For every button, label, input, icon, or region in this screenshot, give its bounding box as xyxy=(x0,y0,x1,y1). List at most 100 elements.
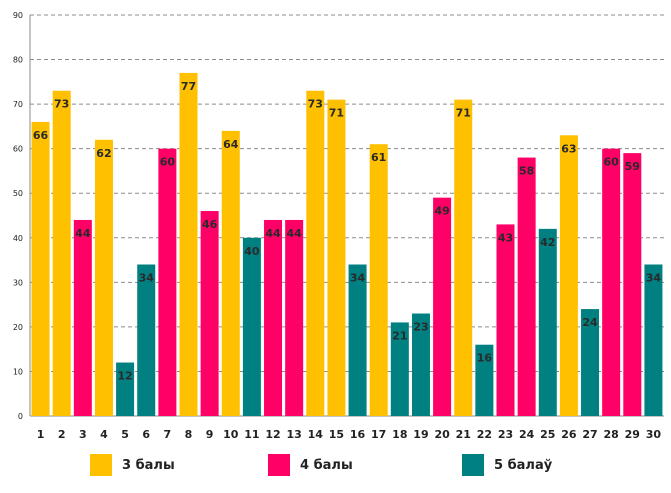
bar-29 xyxy=(623,153,642,416)
bar-2 xyxy=(52,90,71,416)
grid-lines xyxy=(30,14,664,372)
bar-17 xyxy=(369,144,388,416)
x-tick-label-2: 2 xyxy=(58,428,66,441)
x-tick-label-30: 30 xyxy=(646,428,662,441)
x-tick-label-19: 19 xyxy=(413,428,428,441)
bar-23 xyxy=(496,224,515,416)
x-tick-label-29: 29 xyxy=(625,428,640,441)
bar-12 xyxy=(264,219,283,416)
y-tick-label-50: 50 xyxy=(13,189,23,198)
legend-swatch-3-baly xyxy=(90,454,112,476)
data-label-18: 21 xyxy=(392,329,407,342)
data-label-20: 49 xyxy=(434,205,449,218)
data-label-21: 71 xyxy=(456,107,471,120)
y-tick-label-20: 20 xyxy=(13,323,23,332)
x-tick-label-20: 20 xyxy=(434,428,450,441)
data-label-1: 66 xyxy=(33,129,49,142)
x-tick-label-3: 3 xyxy=(79,428,87,441)
legend-swatch-4-baly xyxy=(268,454,290,476)
data-label-24: 58 xyxy=(519,165,534,178)
data-label-17: 61 xyxy=(371,151,386,164)
legend-label-4-baly: 4 балы xyxy=(300,457,353,473)
x-tick-label-15: 15 xyxy=(329,428,344,441)
x-tick-label-8: 8 xyxy=(185,428,193,441)
data-labels: 66 73 44 62 12 34 60 77 46 64 40 44 44 73 71 34 61 21 23 49… xyxy=(33,80,662,383)
data-label-10: 64 xyxy=(223,138,239,151)
bars xyxy=(31,72,663,417)
x-tick-label-28: 28 xyxy=(604,428,619,441)
x-tick-label-22: 22 xyxy=(477,428,492,441)
data-label-15: 71 xyxy=(329,107,344,120)
x-tick-label-9: 9 xyxy=(206,428,214,441)
bar-3 xyxy=(73,219,92,416)
bar-6 xyxy=(137,264,156,416)
bar-24 xyxy=(517,157,536,417)
bar-25 xyxy=(538,228,557,416)
data-label-28: 60 xyxy=(604,156,620,169)
bar-8 xyxy=(179,72,198,416)
data-label-27: 24 xyxy=(582,316,598,329)
x-tick-label-4: 4 xyxy=(100,428,108,441)
bar-9 xyxy=(200,211,219,416)
x-tick-label-23: 23 xyxy=(498,428,513,441)
bar-7 xyxy=(158,148,177,416)
bar-4 xyxy=(94,139,113,416)
x-tick-label-24: 24 xyxy=(519,428,535,441)
data-label-3: 44 xyxy=(75,227,91,240)
data-label-11: 40 xyxy=(244,245,260,258)
bar-22 xyxy=(475,344,494,416)
y-tick-label-30: 30 xyxy=(13,278,23,287)
x-tick-label-27: 27 xyxy=(582,428,597,441)
bar-14 xyxy=(306,90,325,416)
data-label-8: 77 xyxy=(181,80,196,93)
x-tick-label-18: 18 xyxy=(392,428,407,441)
legend-item-4-baly: 4 балы xyxy=(268,452,353,478)
legend-item-5-balau: 5 балаў xyxy=(462,452,552,478)
x-tick-label-1: 1 xyxy=(37,428,45,441)
data-label-25: 42 xyxy=(540,236,555,249)
data-label-2: 73 xyxy=(54,98,69,111)
y-tick-label-70: 70 xyxy=(13,100,23,109)
y-tick-label-80: 80 xyxy=(13,56,23,65)
x-tick-label-17: 17 xyxy=(371,428,386,441)
data-label-29: 59 xyxy=(625,160,640,173)
x-tick-label-16: 16 xyxy=(350,428,366,441)
bar-21 xyxy=(454,99,473,417)
x-tick-label-21: 21 xyxy=(456,428,471,441)
x-tick-label-12: 12 xyxy=(265,428,280,441)
legend: 3 балы 4 балы 5 балаў xyxy=(0,452,671,482)
x-tick-label-5: 5 xyxy=(121,428,129,441)
x-tick-label-10: 10 xyxy=(223,428,239,441)
bar-28 xyxy=(602,148,621,416)
x-tick-label-26: 26 xyxy=(561,428,577,441)
data-label-13: 44 xyxy=(287,227,303,240)
x-tick-label-13: 13 xyxy=(287,428,302,441)
data-label-30: 34 xyxy=(646,272,662,285)
bar-30 xyxy=(644,264,663,416)
data-label-4: 62 xyxy=(96,147,111,160)
x-tick-label-11: 11 xyxy=(244,428,259,441)
data-label-7: 60 xyxy=(160,156,176,169)
axes xyxy=(29,15,664,417)
x-tick-label-25: 25 xyxy=(540,428,555,441)
bar-11 xyxy=(242,237,261,416)
legend-item-3-baly: 3 балы xyxy=(90,452,175,478)
y-tick-label-60: 60 xyxy=(13,145,23,154)
x-tick-label-14: 14 xyxy=(308,428,324,441)
x-tick-labels: 1 2 3 4 5 6 7 8 9 10 11 12 13 14 15 16 17 18 19 20 21 22 23 24 2… xyxy=(37,428,662,441)
bar-13 xyxy=(285,219,304,416)
y-tick-labels: 0 10 20 30 40 50 60 70 80 90 xyxy=(13,11,23,421)
legend-label-3-baly: 3 балы xyxy=(122,457,175,473)
bar-26 xyxy=(559,135,578,417)
bar-27 xyxy=(581,309,600,416)
bar-19 xyxy=(411,313,430,416)
y-tick-label-40: 40 xyxy=(13,234,23,243)
data-label-23: 43 xyxy=(498,231,513,244)
data-label-9: 46 xyxy=(202,218,218,231)
data-label-26: 63 xyxy=(561,142,576,155)
x-tick-label-6: 6 xyxy=(142,428,150,441)
bar-16 xyxy=(348,264,367,416)
bar-15 xyxy=(327,99,346,417)
data-label-22: 16 xyxy=(477,352,493,365)
